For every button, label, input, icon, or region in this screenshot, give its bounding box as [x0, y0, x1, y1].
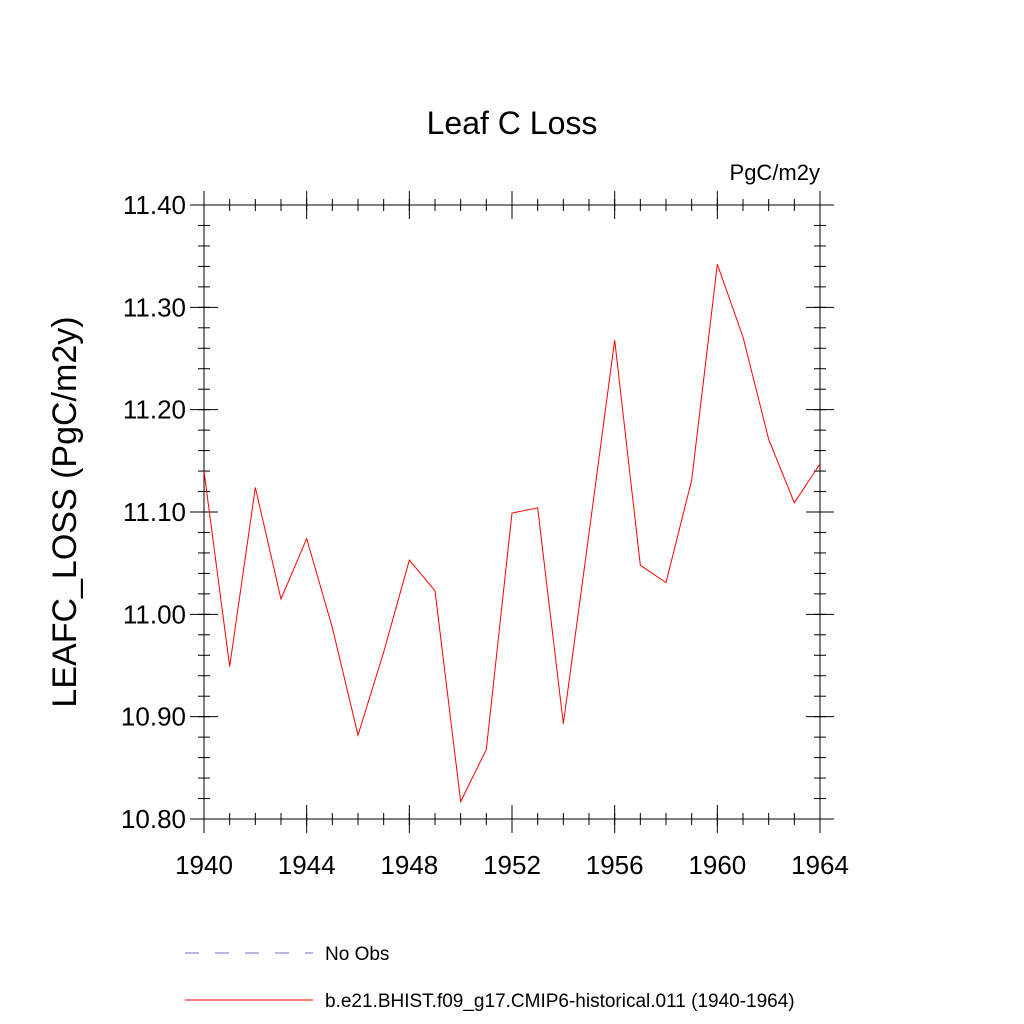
units-label: PgC/m2y — [730, 160, 820, 185]
axes: 10.80 10.90 11.00 11.10 11.20 11.30 11.40 1940 1… — [121, 190, 849, 880]
x-tick-label: 1948 — [380, 850, 438, 880]
legend: No Obs b.e21.BHIST.f09_g17.CMIP6-histori… — [185, 944, 795, 1012]
x-tick-label: 1960 — [688, 850, 746, 880]
y-tick-label: 11.00 — [123, 599, 186, 629]
series-layer — [203, 264, 821, 804]
y-tick-label: 11.30 — [123, 292, 186, 322]
y-tick-label: 10.80 — [121, 804, 186, 834]
y-tick-label: 11.40 — [123, 190, 186, 220]
y-axis-label: LEAFC_LOSS (PgC/m2y) — [46, 316, 84, 707]
y-tick-label: 11.10 — [123, 497, 186, 527]
legend-label-no-obs: No Obs — [325, 944, 389, 965]
chart-title: Leaf C Loss — [427, 105, 598, 141]
plot-frame — [203, 204, 821, 820]
y-tick-label: 11.20 — [123, 395, 186, 425]
x-tick-label: 1956 — [586, 850, 644, 880]
series-line — [203, 264, 821, 804]
x-tick-label: 1940 — [175, 850, 233, 880]
x-tick-label: 1952 — [483, 850, 541, 880]
x-tick-label: 1944 — [278, 850, 336, 880]
y-tick-label: 10.90 — [121, 702, 186, 732]
x-tick-label: 1964 — [791, 850, 849, 880]
legend-label-historical: b.e21.BHIST.f09_g17.CMIP6-historical.011… — [325, 991, 795, 1012]
